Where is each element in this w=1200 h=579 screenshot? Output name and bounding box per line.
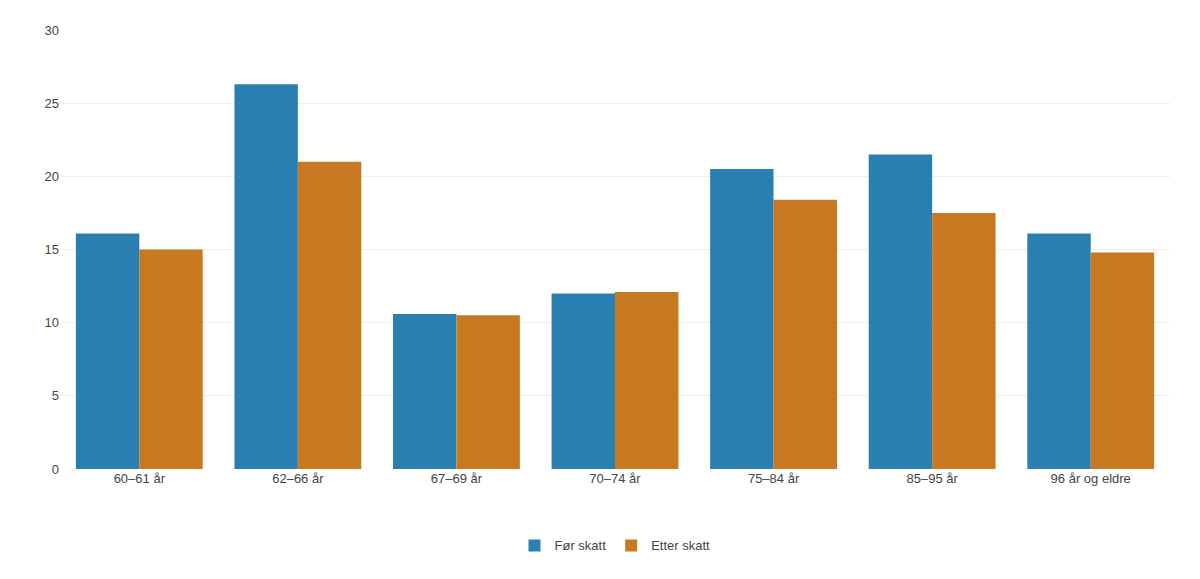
svg-text:10: 10 bbox=[45, 315, 59, 330]
svg-text:0: 0 bbox=[52, 462, 59, 477]
svg-text:Etter skatt: Etter skatt bbox=[651, 538, 710, 553]
svg-text:15: 15 bbox=[45, 242, 59, 257]
svg-text:75–84 år: 75–84 år bbox=[748, 471, 800, 486]
svg-text:60–61 år: 60–61 år bbox=[114, 471, 166, 486]
svg-text:67–69 år: 67–69 år bbox=[431, 471, 483, 486]
svg-text:85–95 år: 85–95 år bbox=[906, 471, 958, 486]
svg-text:30: 30 bbox=[45, 23, 59, 38]
svg-text:70–74 år: 70–74 år bbox=[589, 471, 641, 486]
svg-text:20: 20 bbox=[45, 169, 59, 184]
svg-text:Før skatt: Før skatt bbox=[555, 538, 607, 553]
svg-text:5: 5 bbox=[52, 388, 59, 403]
svg-text:96 år og eldre: 96 år og eldre bbox=[1051, 471, 1131, 486]
svg-text:62–66 år: 62–66 år bbox=[272, 471, 324, 486]
svg-text:25: 25 bbox=[45, 96, 59, 111]
